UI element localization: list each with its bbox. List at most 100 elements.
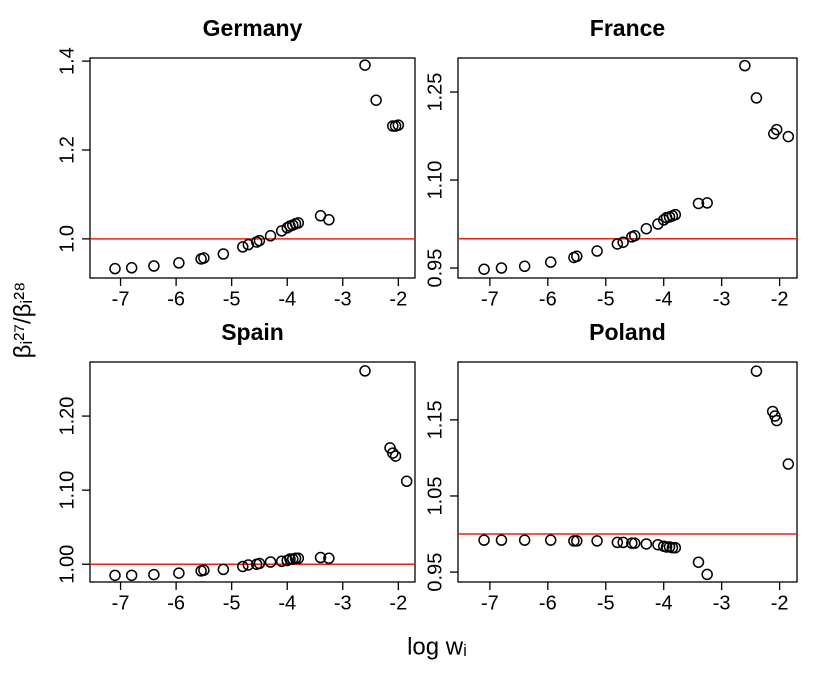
point bbox=[275, 555, 288, 568]
x-tick-label: -2 bbox=[389, 592, 407, 614]
x-tick-label: -2 bbox=[771, 592, 789, 614]
point bbox=[611, 238, 624, 250]
y-tick-label: 1.10 bbox=[424, 161, 446, 200]
point bbox=[544, 534, 557, 546]
y-tick-label: 0.95 bbox=[424, 553, 446, 592]
x-tick-label: -5 bbox=[597, 288, 615, 310]
point bbox=[640, 538, 653, 550]
point bbox=[669, 541, 682, 554]
point bbox=[217, 248, 230, 260]
point bbox=[611, 536, 624, 549]
point bbox=[253, 234, 266, 247]
point bbox=[478, 534, 490, 546]
point bbox=[571, 535, 583, 547]
point bbox=[739, 59, 751, 72]
point bbox=[518, 260, 531, 273]
point bbox=[237, 560, 249, 573]
point bbox=[370, 94, 382, 106]
point bbox=[640, 222, 653, 235]
point bbox=[387, 447, 399, 459]
x-tick-label: -4 bbox=[278, 288, 296, 310]
point bbox=[666, 541, 679, 554]
point bbox=[148, 260, 160, 272]
point bbox=[782, 130, 795, 143]
x-tick-label: -7 bbox=[112, 288, 130, 310]
point bbox=[571, 250, 583, 263]
point bbox=[660, 541, 673, 553]
x-tick-label: -4 bbox=[278, 592, 296, 614]
plot-frame bbox=[457, 361, 798, 583]
point bbox=[701, 568, 713, 581]
point bbox=[148, 568, 160, 581]
point bbox=[292, 217, 305, 229]
point bbox=[626, 537, 638, 549]
point bbox=[323, 214, 335, 226]
y-tick-label: 1.05 bbox=[424, 477, 446, 516]
x-tick-label: -4 bbox=[655, 592, 673, 614]
x-tick-label: -4 bbox=[655, 288, 673, 310]
plot-frame bbox=[457, 57, 798, 279]
point bbox=[359, 59, 371, 71]
point bbox=[617, 536, 629, 549]
point bbox=[217, 563, 230, 576]
point bbox=[275, 225, 288, 237]
panel-title: Poland bbox=[589, 319, 666, 345]
point bbox=[669, 208, 682, 221]
point bbox=[692, 197, 705, 210]
x-tick-label: -3 bbox=[713, 592, 731, 614]
y-tick-label: 1.0 bbox=[56, 225, 78, 253]
y-tick-label: 1.10 bbox=[56, 471, 78, 510]
point bbox=[568, 535, 580, 547]
point bbox=[292, 552, 305, 565]
x-tick-label: -2 bbox=[389, 288, 407, 310]
point bbox=[495, 262, 508, 274]
x-tick-label: -5 bbox=[223, 288, 241, 310]
x-axis-label: log wᵢ bbox=[407, 633, 467, 660]
x-tick-label: -5 bbox=[597, 592, 615, 614]
point bbox=[750, 92, 763, 104]
y-tick-label: 1.15 bbox=[424, 400, 446, 439]
point bbox=[314, 551, 327, 564]
x-tick-label: -6 bbox=[167, 288, 185, 310]
x-tick-label: -6 bbox=[539, 288, 557, 310]
point bbox=[359, 365, 371, 377]
point bbox=[125, 262, 138, 274]
point bbox=[198, 564, 210, 576]
point bbox=[770, 414, 783, 427]
point bbox=[109, 262, 121, 275]
panel-title: France bbox=[590, 15, 665, 41]
point bbox=[109, 569, 121, 582]
x-tick-label: -3 bbox=[713, 288, 731, 310]
point bbox=[495, 534, 508, 546]
point bbox=[389, 450, 402, 462]
point bbox=[198, 252, 210, 264]
y-tick-label: 1.2 bbox=[56, 136, 78, 164]
x-tick-label: -3 bbox=[334, 288, 352, 310]
point bbox=[617, 236, 629, 248]
point bbox=[478, 263, 490, 275]
point bbox=[237, 241, 249, 253]
point bbox=[264, 230, 277, 242]
point bbox=[392, 119, 405, 131]
point bbox=[518, 534, 531, 546]
x-tick-label: -5 bbox=[223, 592, 241, 614]
point bbox=[173, 567, 185, 579]
point bbox=[253, 557, 266, 570]
point bbox=[544, 256, 557, 268]
point bbox=[125, 569, 138, 582]
x-tick-label: -3 bbox=[334, 592, 352, 614]
point bbox=[591, 245, 603, 257]
point bbox=[692, 556, 705, 568]
y-tick-label: 1.20 bbox=[56, 397, 78, 436]
y-axis-label: βᵢ²⁷/βᵢ²⁸ bbox=[9, 282, 36, 359]
y-tick-label: 1.4 bbox=[56, 47, 78, 75]
y-tick-label: 0.95 bbox=[424, 249, 446, 288]
point bbox=[782, 458, 795, 470]
point bbox=[173, 257, 185, 269]
point bbox=[242, 559, 255, 571]
y-tick-label: 1.00 bbox=[56, 545, 78, 584]
x-tick-label: -7 bbox=[112, 592, 130, 614]
point bbox=[591, 535, 603, 547]
y-tick-label: 1.25 bbox=[424, 73, 446, 112]
